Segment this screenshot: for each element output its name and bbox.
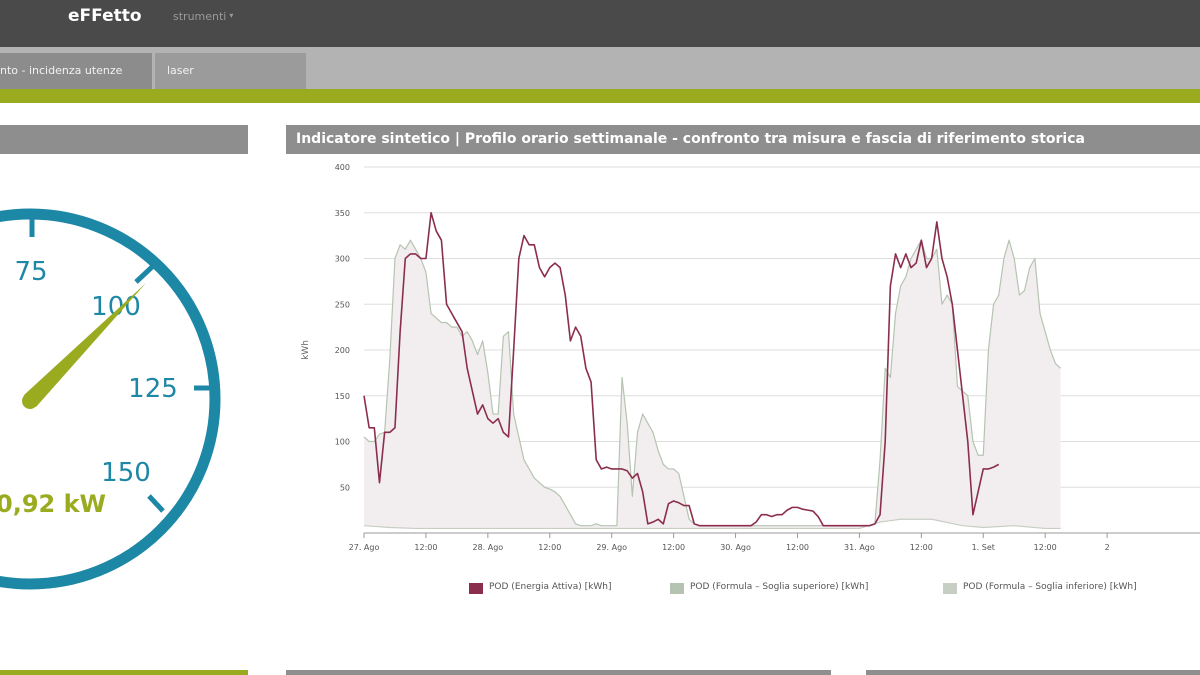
x-tick-label: 12:00 [662,543,685,552]
x-tick-label: 30. Ago [720,543,751,552]
weekly-profile-chart: 50 100 150 200 250 300 350 400 27. Ago 12:00 28. … [301,163,1200,552]
y-tick-label: 150 [335,392,350,401]
tab-incidenza-utenze[interactable]: nto - incidenza utenze [0,53,152,89]
power-gauge: 75 100 125 150 0,92 kW [0,208,221,590]
y-tick-label: 250 [335,300,350,309]
panel-bottom-bar [286,670,831,675]
gauge-tick-label: 75 [14,257,47,287]
tab-laser[interactable]: laser [155,53,306,89]
gauge-panel-header [0,125,248,154]
x-tick-label: 31. Ago [844,543,875,552]
x-tick-label: 12:00 [538,543,561,552]
x-tick-label: 29. Ago [596,543,627,552]
chevron-down-icon: ▾ [229,11,234,20]
x-tick-label: 12:00 [1034,543,1057,552]
app-logo[interactable]: eFFetto [68,6,142,26]
gauge-major-tick [134,265,154,284]
y-tick-label: 200 [335,346,350,355]
legend-swatch [469,583,483,594]
x-tick-label: 2 [1105,543,1110,552]
series-line-energia-attiva [363,211,1000,527]
x-tick-label: 27. Ago [349,543,380,552]
tab-label: nto - incidenza utenze [0,64,123,77]
menu-label: strumenti [173,10,227,23]
y-tick-label: 300 [335,255,350,264]
threshold-band [364,240,1061,529]
y-tick-label: 100 [335,438,350,447]
plot-area [363,211,1062,530]
x-tick-label: 1. Set [972,543,995,552]
y-tick-label: 400 [335,163,350,172]
gauge-dial [0,208,221,590]
tab-bar: nto - incidenza utenze laser [0,47,1200,89]
tab-label: laser [167,64,194,77]
series-line-soglia-inferiore [363,518,1061,530]
legend-label: POD (Formula – Soglia superiore) [kWh] [690,582,869,592]
y-axis-ticks: 50 100 150 200 250 300 350 400 [335,163,350,492]
y-tick-label: 50 [340,483,350,492]
gauge-tick-label: 150 [101,458,151,488]
gauge-tick-label: 125 [128,374,178,404]
top-navbar: eFFetto strumenti ▾ [0,0,1200,47]
chart-panel-title: Indicatore sintetico | Profilo orario se… [286,125,1200,154]
x-tick-label: 28. Ago [472,543,503,552]
x-axis-ticks: 27. Ago 12:00 28. Ago 12:00 29. Ago 12:00 30. … [349,533,1110,552]
gauge-value: 0,92 kW [0,490,106,518]
gauge-needle [24,283,146,407]
legend-swatch [943,583,957,594]
x-tick-label: 12:00 [786,543,809,552]
legend-label: POD (Energia Attiva) [kWh] [489,582,612,592]
panel-bottom-bar [866,670,1200,675]
x-tick-label: 12:00 [910,543,933,552]
legend-swatch [670,583,684,594]
y-tick-label: 350 [335,209,350,218]
y-axis-title: kWh [301,340,311,360]
x-tick-label: 12:00 [414,543,437,552]
gauge-major-tick [147,494,165,513]
gauge-pivot [22,393,38,409]
panel-bottom-bar [0,670,248,675]
accent-stripe [0,89,1200,103]
legend-label: POD (Formula – Soglia inferiore) [kWh] [963,582,1137,592]
strumenti-menu[interactable]: strumenti ▾ [173,10,233,23]
